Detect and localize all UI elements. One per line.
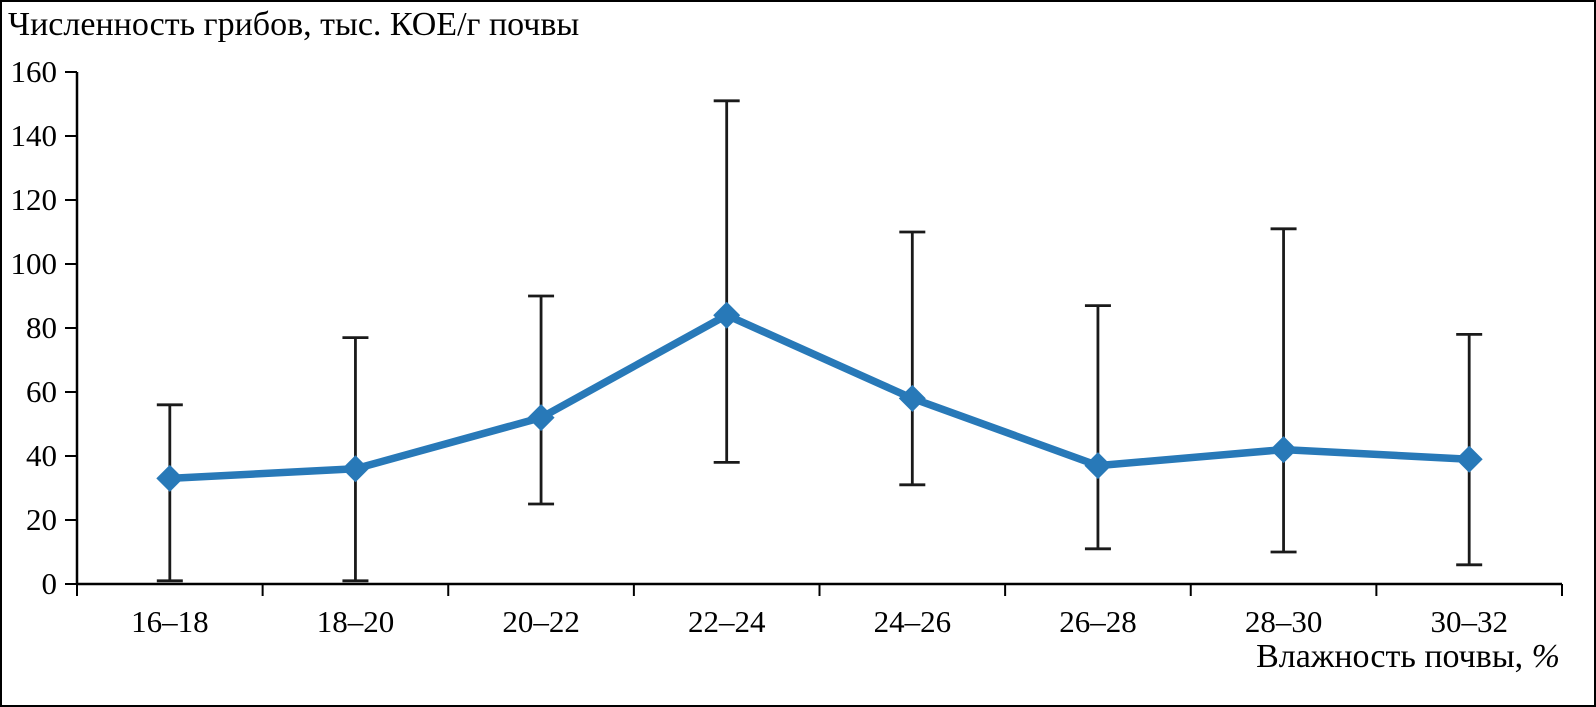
svg-text:60: 60 <box>26 374 57 409</box>
svg-text:30–32: 30–32 <box>1430 604 1508 639</box>
svg-text:0: 0 <box>42 566 58 601</box>
x-axis-title: Влажность почвы, % <box>1256 638 1560 676</box>
svg-text:28–30: 28–30 <box>1245 604 1323 639</box>
svg-text:22–24: 22–24 <box>688 604 766 639</box>
svg-text:160: 160 <box>11 54 58 89</box>
svg-text:18–20: 18–20 <box>317 604 395 639</box>
x-axis-title-unit: % <box>1531 638 1560 675</box>
svg-text:16–18: 16–18 <box>131 604 209 639</box>
svg-text:140: 140 <box>11 118 58 153</box>
svg-text:100: 100 <box>11 246 58 281</box>
svg-text:20–22: 20–22 <box>502 604 580 639</box>
svg-text:26–28: 26–28 <box>1059 604 1137 639</box>
svg-text:80: 80 <box>26 310 57 345</box>
y-axis-title: Численность грибов, тыс. КОЕ/г почвы <box>8 6 580 43</box>
x-axis-title-text: Влажность почвы, <box>1256 638 1532 675</box>
svg-text:24–26: 24–26 <box>874 604 952 639</box>
svg-text:40: 40 <box>26 438 57 473</box>
svg-text:120: 120 <box>11 182 58 217</box>
svg-text:20: 20 <box>26 502 57 537</box>
